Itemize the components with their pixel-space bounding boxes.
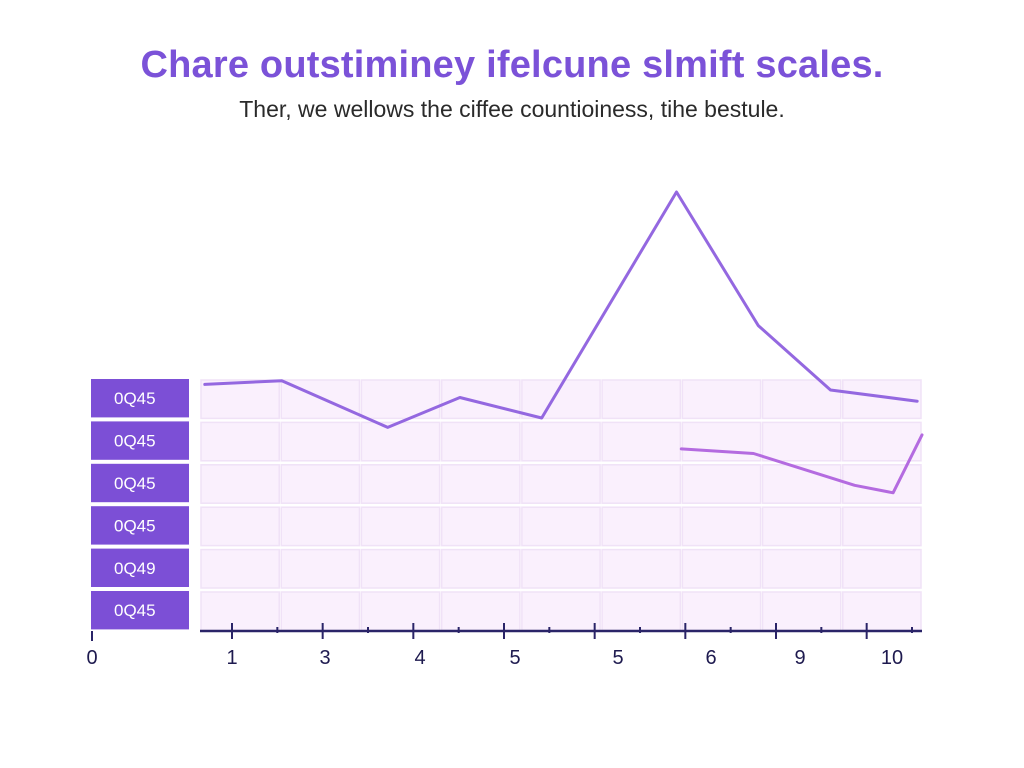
row-label: 0Q45 — [114, 516, 156, 535]
grid-cell — [842, 421, 922, 462]
grid-cell — [761, 421, 842, 462]
grid-cell — [601, 379, 682, 420]
row-label: 0Q45 — [114, 432, 156, 451]
grid-cell — [842, 591, 922, 632]
grid-cell — [200, 421, 280, 462]
grid-cell — [200, 464, 280, 504]
series-line-1 — [203, 190, 919, 429]
grid-cell — [280, 506, 361, 547]
chart-title: Chare outstiminey ifelcune slmift scales… — [140, 44, 884, 86]
grid-cell — [440, 464, 521, 504]
series-lines — [203, 190, 924, 495]
row-label-box — [91, 463, 189, 503]
x-tick-label: 0 — [86, 647, 97, 669]
grid-cell — [601, 548, 682, 589]
row-label-box — [91, 506, 189, 545]
row-label-box — [91, 548, 189, 587]
grid-cell — [521, 506, 601, 547]
grid-cell — [360, 464, 441, 504]
grid-cell — [200, 379, 280, 420]
x-tick-label: 1 — [226, 647, 237, 669]
grid-cell — [842, 464, 922, 504]
grid-cell — [440, 506, 521, 547]
grid-cell — [360, 379, 441, 420]
row-labels: 0Q45 0Q45 0Q45 0Q45 0Q49 0Q45 — [91, 379, 189, 630]
grid-cell — [681, 548, 762, 589]
grid-cell — [521, 421, 601, 462]
grid-cell — [200, 591, 280, 632]
x-tick-label: 9 — [794, 647, 805, 669]
grid-cell — [440, 379, 521, 420]
grid-cell — [601, 506, 682, 547]
grid-cell — [681, 506, 762, 547]
grid-cell — [440, 548, 521, 589]
grid-cell — [280, 548, 361, 589]
grid-cell — [521, 591, 601, 632]
series-line-2 — [679, 433, 924, 495]
grid-cell — [200, 548, 280, 589]
grid-cell — [440, 421, 521, 462]
grid-cell — [681, 464, 762, 504]
grid-cell — [521, 548, 601, 589]
grid-cell — [360, 506, 441, 547]
grid-cell — [360, 548, 441, 589]
grid-area — [200, 379, 922, 632]
chart-subtitle: Ther, we wellows the ciffee countioiness… — [239, 96, 785, 122]
grid-cell — [280, 591, 361, 632]
row-label-box — [91, 591, 189, 630]
grid-cell — [521, 464, 601, 504]
grid-cell — [601, 591, 682, 632]
grid-cell — [280, 464, 361, 504]
row-label: 0Q45 — [114, 601, 156, 620]
x-tick-label: 5 — [509, 647, 520, 669]
grid-cell — [360, 421, 441, 462]
grid-cell — [601, 464, 682, 504]
grid-cell — [761, 548, 842, 589]
grid-cell — [681, 421, 762, 462]
x-tick-label: 4 — [414, 647, 425, 669]
grid-cell — [761, 591, 842, 632]
x-tick-label: 5 — [612, 647, 623, 669]
grid-cell — [200, 506, 280, 547]
x-tick-label: 3 — [319, 647, 330, 669]
grid-cell — [842, 548, 922, 589]
grid-cell — [761, 379, 842, 420]
grid-cell — [761, 464, 842, 504]
x-axis: 0 1 3 4 5 5 6 9 10 — [86, 623, 922, 669]
grid-cell — [360, 591, 441, 632]
row-label: 0Q45 — [114, 474, 156, 493]
row-label-box — [91, 379, 189, 418]
grid-cell — [601, 421, 682, 462]
row-label: 0Q45 — [114, 389, 156, 408]
x-tick-label: 10 — [881, 647, 903, 669]
row-label-box — [91, 421, 189, 460]
grid-cell — [440, 591, 521, 632]
grid-cell — [681, 591, 762, 632]
x-tick-label: 6 — [705, 647, 716, 669]
grid-cell — [842, 506, 922, 547]
grid-cell — [761, 506, 842, 547]
row-label: 0Q49 — [114, 559, 156, 578]
grid-cell — [681, 379, 762, 420]
grid-cell — [280, 421, 361, 462]
